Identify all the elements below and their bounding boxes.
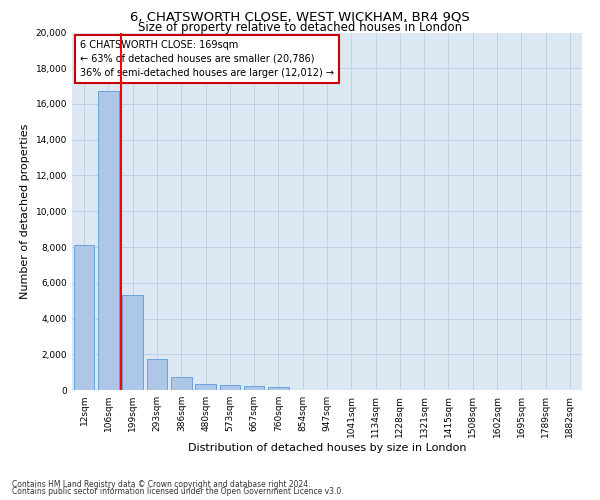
X-axis label: Distribution of detached houses by size in London: Distribution of detached houses by size … bbox=[188, 442, 466, 452]
Bar bbox=[268, 388, 289, 390]
Bar bbox=[220, 385, 240, 390]
Bar bbox=[146, 358, 167, 390]
Bar bbox=[122, 296, 143, 390]
Bar bbox=[171, 378, 191, 390]
Y-axis label: Number of detached properties: Number of detached properties bbox=[20, 124, 30, 299]
Text: Contains HM Land Registry data © Crown copyright and database right 2024.: Contains HM Land Registry data © Crown c… bbox=[12, 480, 311, 489]
Text: 6 CHATSWORTH CLOSE: 169sqm
← 63% of detached houses are smaller (20,786)
36% of : 6 CHATSWORTH CLOSE: 169sqm ← 63% of deta… bbox=[80, 40, 334, 78]
Text: 6, CHATSWORTH CLOSE, WEST WICKHAM, BR4 9QS: 6, CHATSWORTH CLOSE, WEST WICKHAM, BR4 9… bbox=[130, 10, 470, 23]
Bar bbox=[244, 386, 265, 390]
Text: Contains public sector information licensed under the Open Government Licence v3: Contains public sector information licen… bbox=[12, 487, 344, 496]
Text: Size of property relative to detached houses in London: Size of property relative to detached ho… bbox=[138, 21, 462, 34]
Bar bbox=[98, 92, 119, 390]
Bar bbox=[195, 384, 216, 390]
Bar bbox=[74, 245, 94, 390]
